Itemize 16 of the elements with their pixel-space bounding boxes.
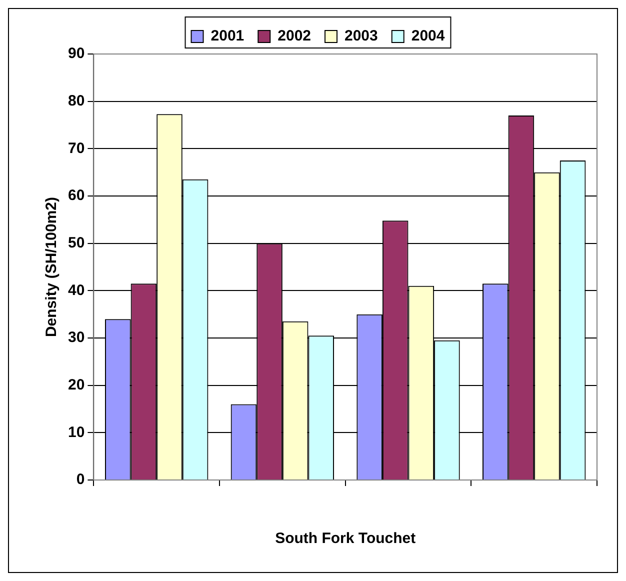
legend-label: 2002 xyxy=(278,28,312,45)
y-tick-label: 70 xyxy=(68,140,85,157)
y-tick-label: 50 xyxy=(68,234,85,252)
y-tick-label: 0 xyxy=(76,471,85,488)
legend-label: 2003 xyxy=(344,28,378,45)
y-tick-label: 60 xyxy=(68,187,85,204)
y-tick-label: 30 xyxy=(68,329,85,346)
y-tick-label: 90 xyxy=(68,45,85,62)
x-axis-title: South Fork Touchet xyxy=(275,530,416,548)
y-tick-label: 40 xyxy=(68,282,85,299)
y-tick-label: 20 xyxy=(68,376,85,394)
y-tick-label: 10 xyxy=(68,424,85,441)
y-axis-title: Density (SH/100m2) xyxy=(43,196,60,338)
legend-label: 2004 xyxy=(411,28,446,45)
legend-label: 2001 xyxy=(210,28,244,45)
y-tick-label: 80 xyxy=(68,92,85,110)
